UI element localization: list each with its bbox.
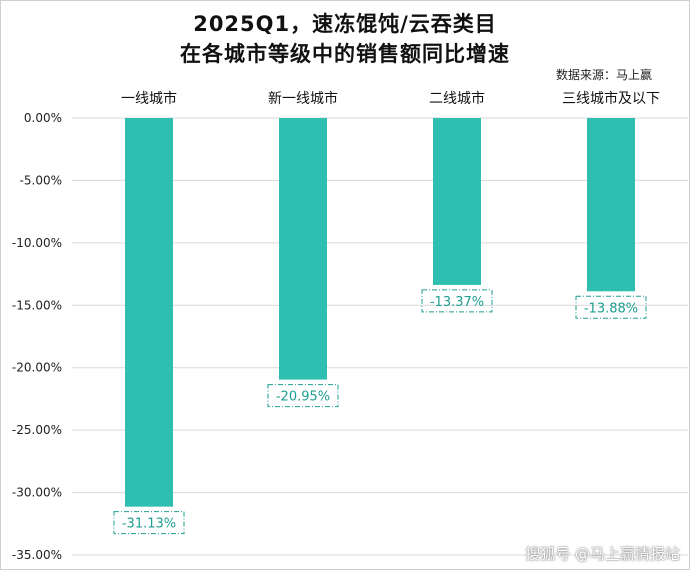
data-label-box [575, 295, 647, 319]
category-label: 新一线城市 [268, 90, 338, 107]
y-tick-label: -5.00% [20, 173, 62, 187]
y-tick-label: 0.00% [24, 111, 62, 125]
category-label: 三线城市及以下 [562, 90, 660, 107]
data-label: -31.13% [122, 517, 176, 532]
data-label: -13.88% [584, 301, 638, 316]
y-tick-label: -15.00% [12, 298, 62, 312]
chart-title-line2: 在各城市等级中的销售额同比增速 [180, 42, 510, 66]
y-tick-label: -25.00% [12, 423, 62, 437]
data-label-box [267, 384, 339, 408]
y-tick-label: -35.00% [12, 548, 62, 562]
watermark: 搜狐号 @马上赢情报站 [525, 545, 680, 563]
data-label: -20.95% [276, 390, 330, 405]
y-tick-label: -30.00% [12, 486, 62, 500]
bar [125, 118, 173, 507]
y-tick-label: -20.00% [12, 361, 62, 375]
chart-title-line1: 2025Q1，速冻馄饨/云吞类目 [193, 12, 497, 36]
bar [587, 118, 635, 292]
bar [433, 118, 481, 285]
category-label: 二线城市 [429, 90, 485, 107]
data-label-box [113, 511, 185, 535]
data-label-box [421, 289, 493, 313]
y-tick-label: -10.00% [12, 236, 62, 250]
bar [279, 118, 327, 380]
category-label: 一线城市 [121, 90, 177, 107]
data-source-note: 数据来源：马上赢 [556, 68, 653, 82]
data-label: -13.37% [430, 295, 484, 310]
